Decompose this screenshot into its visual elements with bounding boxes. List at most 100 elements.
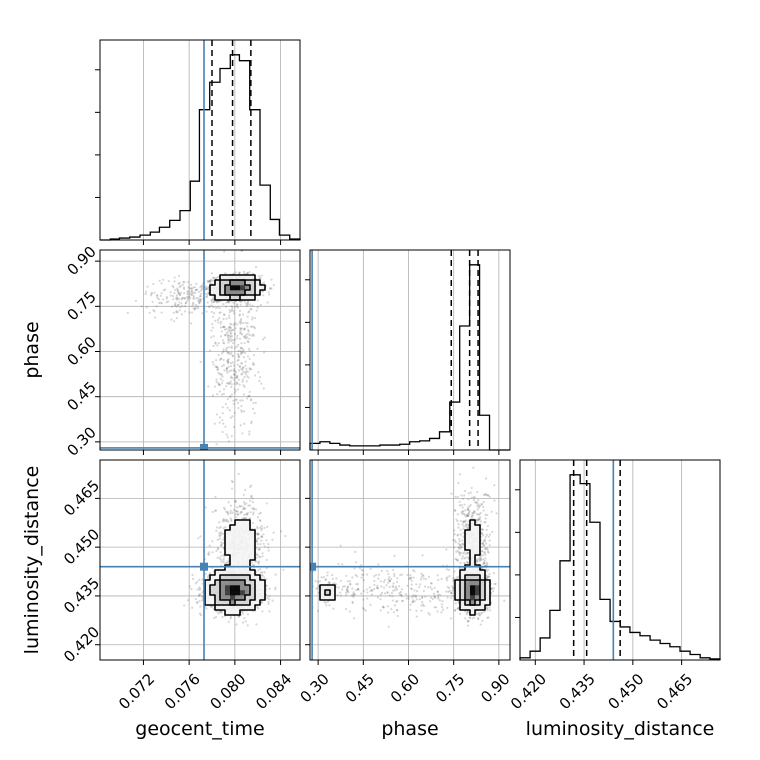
sample-point bbox=[263, 526, 266, 530]
sample-point bbox=[244, 371, 247, 374]
sample-point bbox=[246, 332, 249, 336]
density-cell bbox=[225, 275, 231, 281]
sample-point bbox=[222, 559, 225, 562]
sample-point bbox=[207, 280, 211, 283]
sample-point bbox=[199, 300, 202, 303]
density-layer bbox=[100, 250, 300, 450]
sample-point bbox=[184, 301, 188, 305]
sample-point bbox=[229, 509, 232, 512]
sample-point bbox=[224, 402, 227, 406]
sample-point bbox=[160, 302, 164, 305]
sample-point bbox=[244, 334, 248, 337]
sample-point bbox=[259, 555, 262, 559]
density-cell bbox=[245, 560, 251, 566]
sample-point bbox=[250, 421, 253, 425]
sample-point bbox=[216, 318, 219, 322]
sample-point bbox=[247, 395, 250, 398]
density-cell bbox=[255, 585, 261, 591]
sample-point bbox=[219, 357, 223, 360]
sample-point bbox=[231, 481, 234, 484]
sample-point bbox=[268, 598, 271, 601]
sample-point bbox=[187, 290, 190, 293]
sample-point bbox=[225, 332, 228, 335]
sample-point bbox=[240, 300, 243, 303]
sample-point bbox=[173, 320, 176, 323]
density-cell bbox=[245, 555, 251, 561]
sample-point bbox=[153, 291, 156, 294]
sample-point bbox=[225, 366, 229, 370]
sample-point bbox=[266, 301, 269, 304]
sample-point bbox=[169, 294, 172, 297]
density-cell bbox=[230, 605, 236, 611]
sample-point bbox=[274, 573, 277, 576]
sample-point bbox=[192, 303, 195, 306]
sample-point bbox=[225, 385, 228, 388]
sample-point bbox=[274, 588, 277, 591]
sample-point bbox=[245, 337, 248, 340]
sample-point bbox=[209, 280, 212, 283]
sample-point bbox=[197, 537, 200, 540]
sample-point bbox=[242, 321, 245, 325]
sample-point bbox=[267, 600, 270, 604]
sample-point bbox=[232, 399, 235, 402]
sample-point bbox=[192, 297, 195, 300]
sample-point bbox=[145, 306, 148, 309]
sample-point bbox=[242, 506, 246, 509]
sample-point bbox=[221, 538, 225, 541]
sample-point bbox=[226, 331, 229, 334]
sample-point bbox=[220, 382, 224, 385]
sample-point bbox=[248, 433, 251, 436]
sample-point bbox=[126, 311, 129, 315]
sample-point bbox=[242, 501, 246, 504]
sample-point bbox=[238, 615, 241, 618]
sample-point bbox=[242, 517, 245, 520]
sample-point bbox=[179, 306, 182, 309]
sample-point bbox=[238, 313, 242, 316]
sample-point bbox=[260, 539, 263, 542]
sample-point bbox=[238, 271, 241, 274]
sample-point bbox=[247, 330, 250, 333]
sample-point bbox=[153, 316, 157, 319]
sample-point bbox=[217, 321, 220, 324]
sample-point bbox=[224, 334, 227, 337]
sample-point bbox=[217, 371, 220, 374]
sample-point bbox=[473, 616, 476, 619]
density-cell bbox=[225, 605, 231, 611]
density-cell bbox=[215, 605, 221, 611]
sample-point bbox=[224, 333, 227, 337]
sample-point bbox=[227, 339, 231, 342]
density-cell bbox=[220, 585, 226, 591]
sample-point bbox=[228, 309, 231, 312]
sample-point bbox=[222, 518, 225, 521]
sample-point bbox=[238, 309, 242, 313]
sample-point bbox=[268, 610, 271, 613]
sample-point bbox=[215, 529, 218, 532]
sample-point bbox=[155, 305, 158, 308]
sample-point bbox=[212, 305, 215, 309]
sample-point bbox=[227, 620, 230, 623]
sample-point bbox=[190, 294, 193, 297]
sample-point bbox=[246, 302, 249, 305]
sample-point bbox=[226, 351, 229, 354]
sample-point bbox=[205, 607, 208, 610]
density-cell bbox=[235, 585, 241, 591]
sample-point bbox=[218, 531, 221, 534]
sample-point bbox=[246, 271, 249, 275]
sample-point bbox=[221, 379, 224, 382]
sample-point bbox=[257, 607, 260, 610]
sample-point bbox=[236, 401, 240, 405]
sample-point bbox=[211, 551, 214, 554]
sample-point bbox=[224, 328, 227, 331]
sample-point bbox=[212, 276, 215, 279]
sample-point bbox=[255, 532, 258, 536]
sample-point bbox=[258, 560, 261, 563]
sample-point bbox=[219, 311, 222, 314]
sample-point bbox=[240, 342, 243, 345]
sample-point bbox=[257, 371, 260, 374]
sample-point bbox=[198, 600, 201, 603]
sample-point bbox=[205, 287, 208, 290]
sample-point bbox=[148, 311, 151, 314]
sample-point bbox=[232, 341, 235, 345]
sample-point bbox=[240, 332, 243, 335]
